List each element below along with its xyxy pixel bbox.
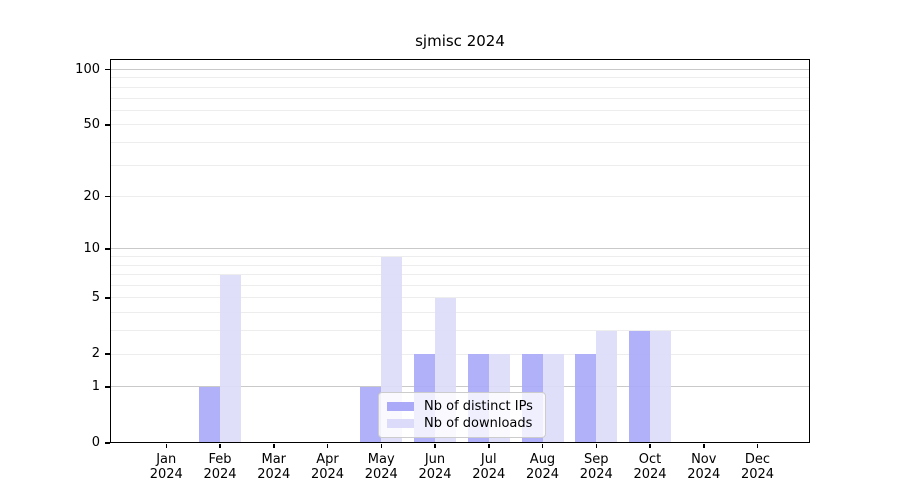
x-tick-mark <box>541 444 544 448</box>
legend-label-distinct-ips: Nb of distinct IPs <box>424 399 533 414</box>
major-gridline <box>110 69 810 70</box>
x-tick-mark <box>273 444 275 448</box>
x-tick-label: Jul 2024 <box>472 452 506 482</box>
legend-label-downloads: Nb of downloads <box>424 416 533 431</box>
y-tick-mark <box>105 353 110 355</box>
minor-gridline <box>110 330 810 332</box>
y-tick-label: 5 <box>91 289 100 305</box>
minor-gridline <box>110 353 810 355</box>
minor-gridline <box>110 256 810 258</box>
chart-title: sjmisc 2024 <box>415 32 505 50</box>
x-tick-mark <box>434 444 436 448</box>
minor-gridline <box>110 124 810 126</box>
minor-gridline <box>110 285 810 287</box>
x-tick-label: Feb 2024 <box>203 452 237 482</box>
x-tick-mark <box>649 444 651 448</box>
x-tick-mark <box>595 444 597 448</box>
y-tick-mark <box>105 386 110 388</box>
y-tick-label: 100 <box>75 61 100 77</box>
axes-frame <box>110 59 810 443</box>
legend-entry-distinct-ips: Nb of distinct IPs <box>387 398 537 415</box>
legend: Nb of distinct IPs Nb of downloads <box>378 392 546 438</box>
x-tick-label: Jan 2024 <box>149 452 183 482</box>
x-tick-mark <box>703 444 705 448</box>
plot-area <box>110 59 810 443</box>
major-gridline <box>110 386 810 388</box>
x-tick-label: Dec 2024 <box>740 452 775 482</box>
y-tick-label: 10 <box>83 240 100 256</box>
x-tick-label: Sep 2024 <box>579 452 613 482</box>
y-tick-mark <box>105 248 110 250</box>
minor-gridline <box>110 97 810 99</box>
bar-distinct-ips <box>575 354 597 443</box>
legend-swatch-distinct-ips <box>387 402 414 411</box>
x-tick-mark <box>165 444 167 448</box>
x-tick-label: Jun 2024 <box>418 452 452 482</box>
y-tick-mark <box>105 442 110 444</box>
y-tick-label: 0 <box>91 435 100 450</box>
minor-gridline <box>110 297 810 299</box>
y-tick-label: 20 <box>83 188 100 204</box>
bar-distinct-ips <box>360 386 382 443</box>
bar-downloads <box>542 354 564 443</box>
bar-downloads <box>596 330 618 443</box>
minor-gridline <box>110 274 810 276</box>
minor-gridline <box>110 109 810 111</box>
legend-swatch-downloads <box>387 419 414 428</box>
x-tick-label: Oct 2024 <box>633 452 667 482</box>
x-tick-mark <box>380 444 382 448</box>
minor-gridline <box>110 164 810 166</box>
x-tick-label: Mar 2024 <box>257 452 291 482</box>
x-tick-label: Aug 2024 <box>525 452 560 482</box>
x-tick-mark <box>219 444 221 448</box>
x-tick-label: Nov 2024 <box>687 452 721 482</box>
y-tick-label: 2 <box>91 346 100 362</box>
bar-downloads <box>650 330 671 443</box>
minor-gridline <box>110 77 810 79</box>
minor-gridline <box>110 312 810 314</box>
bar-downloads <box>220 274 241 443</box>
major-gridline <box>110 248 810 250</box>
x-tick-label: May 2024 <box>364 452 398 482</box>
minor-gridline <box>110 86 810 88</box>
y-tick-label: 50 <box>83 116 100 132</box>
y-tick-mark <box>105 297 110 299</box>
x-tick-label: Apr 2024 <box>310 452 345 482</box>
y-tick-mark <box>105 195 110 198</box>
y-tick-label: 1 <box>91 378 100 394</box>
y-tick-mark <box>105 124 110 126</box>
x-tick-mark <box>488 444 490 448</box>
x-tick-mark <box>326 444 329 448</box>
minor-gridline <box>110 141 810 143</box>
bar-distinct-ips <box>199 386 220 443</box>
y-tick-mark <box>105 68 110 71</box>
x-tick-mark <box>756 444 759 448</box>
legend-entry-downloads: Nb of downloads <box>387 415 537 432</box>
bar-distinct-ips <box>629 330 650 443</box>
minor-gridline <box>110 196 810 198</box>
minor-gridline <box>110 264 810 266</box>
